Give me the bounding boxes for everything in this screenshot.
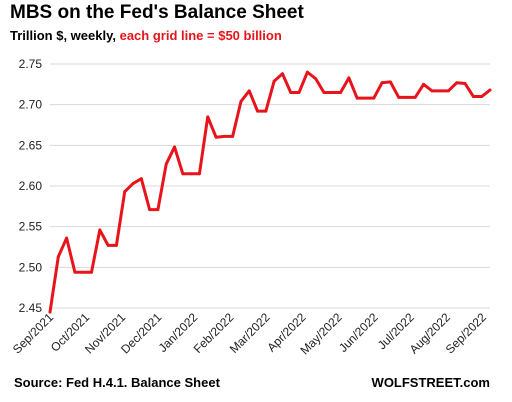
data-point: [322, 91, 326, 94]
chart-subtitle: Trillion $, weekly, each grid line = $50…: [10, 28, 282, 43]
data-point: [455, 81, 459, 85]
data-point: [98, 228, 102, 232]
data-point: [214, 135, 218, 139]
data-point: [239, 100, 243, 103]
data-point: [339, 91, 342, 94]
y-tick-label: 2.75: [19, 57, 43, 71]
data-point: [156, 208, 160, 211]
data-point: [123, 190, 127, 194]
data-point: [380, 81, 384, 85]
data-point: [115, 243, 118, 247]
data-point: [388, 80, 392, 84]
source-note: Source: Fed H.4.1. Balance Sheet: [14, 375, 220, 390]
subtitle-gridline-note: each grid line = $50 billion: [119, 28, 282, 43]
data-point: [81, 270, 85, 274]
data-point: [73, 270, 77, 274]
x-axis-tick-labels: Sep/2021Oct/2021Nov/2021Dec/2021Jan/2022…: [10, 310, 489, 357]
y-tick-label: 2.45: [19, 301, 43, 315]
data-point: [247, 89, 251, 93]
data-point: [330, 91, 334, 94]
x-tick-label: Jun/2022: [336, 310, 381, 355]
data-point: [48, 310, 52, 314]
data-point: [438, 89, 442, 93]
data-point: [422, 82, 425, 86]
data-point: [256, 109, 259, 113]
data-point: [397, 95, 401, 99]
brand-logo-text: WOLFSTREET.com: [371, 375, 490, 390]
chart-title: MBS on the Fed's Balance Sheet: [10, 2, 304, 23]
data-point: [347, 76, 351, 80]
data-point: [305, 70, 309, 74]
data-point: [463, 82, 467, 85]
data-point: [131, 182, 135, 185]
data-point: [430, 89, 434, 93]
y-tick-label: 2.65: [19, 138, 43, 152]
data-point: [297, 91, 301, 94]
data-point: [289, 91, 293, 94]
data-point: [222, 134, 226, 138]
data-point: [90, 270, 93, 274]
data-point: [139, 177, 143, 181]
data-point: [148, 208, 152, 211]
x-tick-label: Mar/2022: [227, 310, 273, 356]
series-points: [48, 70, 492, 314]
data-point: [189, 172, 193, 176]
data-point: [480, 95, 484, 98]
data-point: [164, 162, 168, 166]
data-point: [173, 145, 176, 149]
data-point: [56, 255, 60, 259]
data-point: [488, 88, 492, 92]
data-point: [181, 172, 185, 176]
data-point: [106, 243, 110, 247]
data-point: [314, 77, 318, 81]
data-point: [206, 115, 210, 119]
chart-gridlines: [50, 63, 490, 309]
data-point: [413, 95, 417, 99]
data-point: [231, 134, 235, 138]
y-axis-tick-labels: 2.45 2.50 2.55 2.60 2.65 2.70 2.75: [19, 57, 43, 315]
data-point: [471, 95, 475, 98]
data-point: [405, 95, 409, 99]
series-line: [48, 70, 492, 314]
data-point: [264, 109, 268, 113]
subtitle-units: Trillion $, weekly,: [10, 28, 120, 43]
y-tick-label: 2.50: [19, 260, 43, 274]
data-point: [447, 89, 450, 93]
y-tick-label: 2.70: [19, 98, 43, 112]
data-point: [355, 96, 359, 100]
data-point: [65, 236, 69, 240]
y-tick-label: 2.60: [19, 179, 43, 193]
data-point: [281, 72, 284, 76]
data-point: [372, 96, 376, 100]
data-point: [272, 79, 276, 83]
data-point: [364, 96, 367, 100]
x-tick-label: Sep/2021: [10, 310, 56, 356]
data-point: [198, 172, 201, 176]
y-tick-label: 2.55: [19, 220, 43, 234]
